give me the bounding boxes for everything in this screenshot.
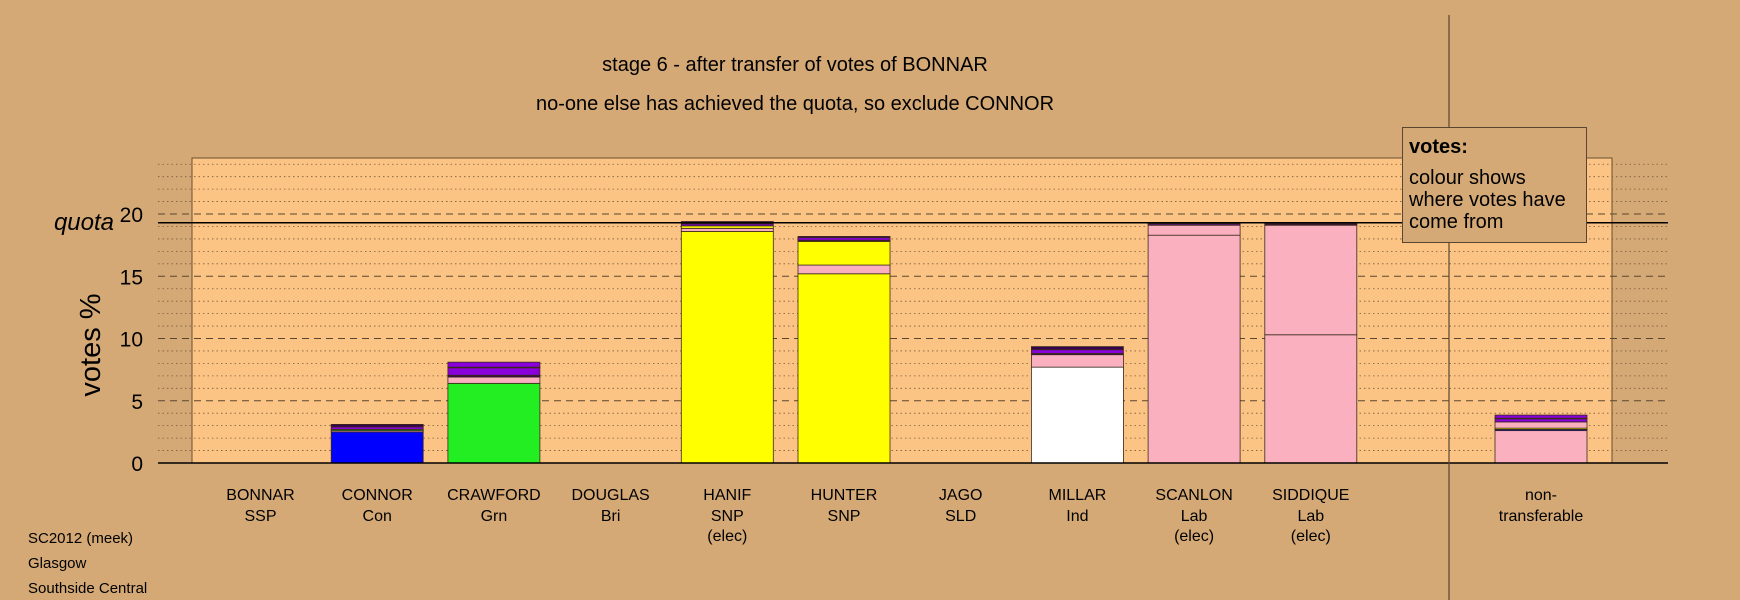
hunter-bar [797, 236, 891, 464]
hanif-bar [680, 221, 774, 464]
bar-segment [1494, 430, 1588, 464]
legend-text: colour shows where votes have come from [1409, 167, 1566, 233]
bar-segment [447, 361, 541, 368]
bar-segment [1031, 354, 1124, 368]
candidate-name: JAGO [939, 487, 983, 504]
footer-ward: Southside Central [28, 580, 148, 597]
candidate-party: Lab [1297, 508, 1324, 525]
footer-council: Glasgow [28, 555, 87, 572]
candidate-name: CRAWFORD [447, 487, 541, 504]
elected-label: (elec) [1291, 528, 1331, 545]
y-tick-label: 5 [131, 391, 143, 414]
bar-segment [1494, 414, 1588, 419]
crawford-bar [447, 361, 541, 464]
candidate-party: SNP [711, 508, 744, 525]
plot-area [191, 157, 1613, 464]
bar-segment [1264, 334, 1358, 464]
bar-segment [447, 376, 541, 384]
siddique-bar [1264, 222, 1358, 464]
bar-segment [1031, 349, 1124, 354]
candidate-name: CONNOR [342, 487, 413, 504]
quota-label: quota [54, 209, 114, 236]
candidate-name: SCANLON [1155, 487, 1232, 504]
scanlon-bar [1147, 222, 1241, 464]
candidate-party: Bri [601, 508, 621, 525]
y-tick-label: 0 [131, 453, 143, 476]
connor-bar [330, 424, 424, 464]
y-tick-label: 10 [120, 329, 143, 352]
bar-segment [330, 424, 424, 428]
axes: 0 5 10 15 20 [120, 15, 1668, 600]
elected-label: (elec) [1174, 528, 1214, 545]
footer-election: SC2012 (meek) [28, 530, 134, 547]
bar-segment [447, 382, 541, 464]
bar-segment [680, 231, 774, 464]
bar-segment [1264, 224, 1358, 336]
non-transferable-label: non- [1525, 487, 1557, 504]
bar-segment [447, 367, 541, 376]
candidate-name: SIDDIQUE [1272, 487, 1349, 504]
millar-bar [1031, 346, 1124, 464]
candidate-name: BONNAR [226, 487, 294, 504]
candidate-name: DOUGLAS [571, 487, 649, 504]
candidate-party: SLD [945, 508, 976, 525]
bar-segment [1147, 234, 1241, 464]
labels: BONNAR SSP CONNOR Con CRAWFORD Grn DOUGLAS Bri H… [226, 487, 1583, 545]
legend-title: votes: [1409, 136, 1468, 158]
legend: votes: colour shows where votes have com… [1402, 127, 1587, 243]
bar-segment [797, 241, 891, 266]
candidate-party: Lab [1181, 508, 1208, 525]
bar-segment [1031, 366, 1124, 464]
candidate-party: SSP [244, 508, 276, 525]
y-axis-label: votes % [75, 293, 107, 396]
candidate-name: MILLAR [1049, 487, 1107, 504]
bar-segment [797, 273, 891, 464]
bars [330, 221, 1588, 464]
candidate-party: SNP [828, 508, 861, 525]
bar-segment [1494, 418, 1588, 423]
non-transferable-label: transferable [1499, 508, 1584, 525]
bar-segment [680, 227, 774, 232]
y-tick-label: 20 [120, 204, 143, 227]
bar-segment [1494, 421, 1588, 429]
chart-title: stage 6 - after transfer of votes of BON… [602, 54, 988, 76]
bar-segment [797, 236, 891, 239]
y-tick-label: 15 [120, 266, 143, 289]
bar-segment [1147, 224, 1241, 236]
bar-segment [1031, 346, 1124, 351]
chart-subtitle: no-one else has achieved the quota, so e… [535, 93, 1055, 115]
candidate-party: Grn [481, 508, 508, 525]
candidate-party: Ind [1066, 508, 1088, 525]
candidate-party: Con [363, 508, 392, 525]
bar-segment [330, 431, 424, 464]
elected-label: (elec) [707, 528, 747, 545]
non-transferable-bar [1494, 414, 1588, 464]
candidate-name: HANIF [703, 487, 751, 504]
bar-segment [797, 264, 891, 275]
candidate-name: HUNTER [811, 487, 878, 504]
